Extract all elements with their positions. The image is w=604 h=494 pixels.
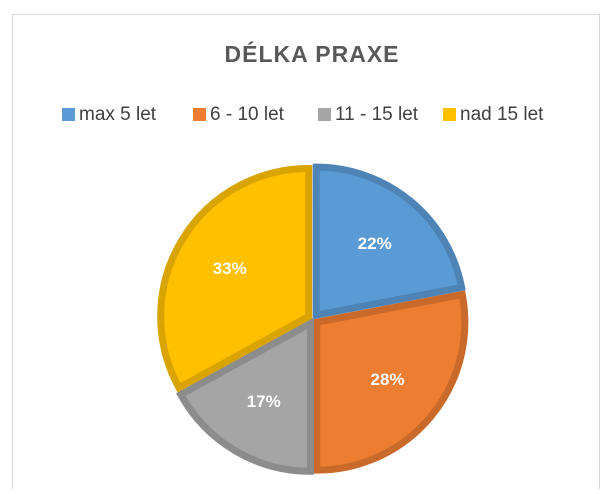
data-label: 33% xyxy=(213,259,247,278)
legend-label: max 5 let xyxy=(79,104,157,125)
data-label: 28% xyxy=(371,370,405,389)
legend-label: 11 - 15 let xyxy=(335,104,419,125)
legend-swatch xyxy=(193,108,206,121)
chart-title: DÉLKA PRAXE xyxy=(225,40,400,67)
pie-slice xyxy=(157,164,313,393)
legend-swatch xyxy=(62,108,75,121)
legend-swatch xyxy=(318,108,331,121)
pie-slice xyxy=(176,317,314,475)
pie-slice xyxy=(312,163,466,320)
data-label: 22% xyxy=(358,234,392,253)
legend-label: nad 15 let xyxy=(460,104,544,125)
legend-label: 6 - 10 let xyxy=(210,104,285,125)
legend-swatch xyxy=(443,108,456,121)
data-label: 17% xyxy=(247,392,281,411)
pie-slice xyxy=(313,290,469,474)
